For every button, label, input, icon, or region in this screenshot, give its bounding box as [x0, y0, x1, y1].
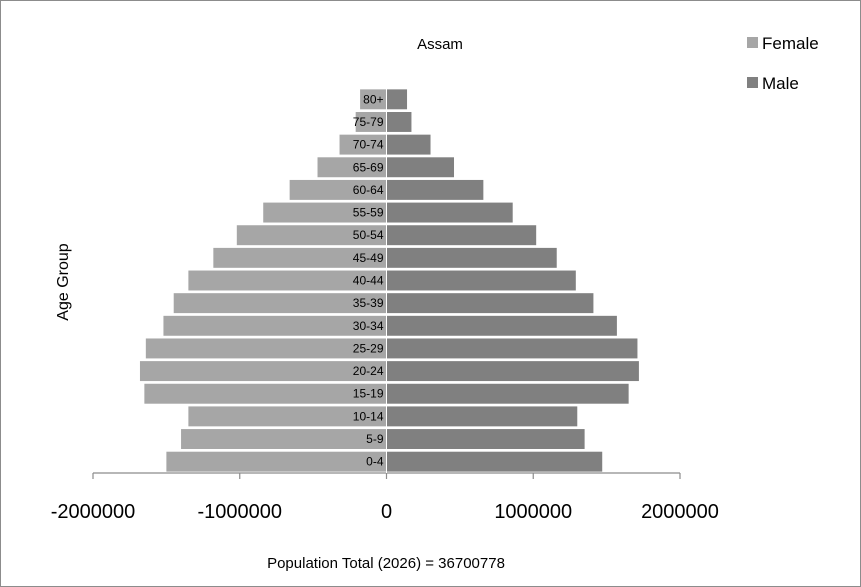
bars-group	[139, 89, 639, 472]
bar-female-40-44	[188, 270, 387, 291]
bar-female-75-79	[355, 112, 387, 132]
category-label: 10-14	[353, 409, 384, 423]
x-tick-label: 2000000	[641, 501, 719, 523]
category-label: 70-74	[353, 138, 384, 152]
category-label: 65-69	[353, 160, 384, 174]
bar-female-35-39	[173, 293, 387, 314]
bar-male-80+	[386, 89, 408, 110]
category-label: 30-34	[353, 319, 384, 333]
bar-female-25-29	[145, 338, 387, 359]
bar-male-25-29	[386, 338, 638, 359]
legend: Female Male	[747, 34, 819, 93]
x-tick-label: 1000000	[494, 501, 572, 523]
legend-swatch-male	[747, 77, 758, 88]
bar-female-20-24	[139, 361, 387, 382]
bar-female-5-9	[181, 429, 387, 449]
bar-male-20-24	[386, 361, 639, 382]
bar-female-10-14	[188, 406, 387, 427]
bar-female-80+	[360, 89, 387, 110]
bar-male-5-9	[386, 429, 585, 449]
bar-male-65-69	[386, 157, 455, 178]
category-label: 40-44	[353, 274, 384, 288]
bar-male-15-19	[386, 383, 629, 404]
category-label: 5-9	[366, 432, 384, 446]
y-axis-title: Age Group	[55, 243, 72, 320]
bar-female-15-19	[144, 383, 387, 404]
bar-male-30-34	[386, 315, 617, 336]
bar-female-65-69	[317, 157, 387, 178]
bar-male-0-4	[386, 451, 603, 472]
bar-male-50-54	[386, 225, 537, 246]
legend-label-female: Female	[762, 34, 819, 53]
x-tick-label: -1000000	[197, 501, 282, 523]
bar-female-70-74	[339, 134, 387, 155]
bar-female-50-54	[236, 225, 387, 246]
bar-female-55-59	[263, 202, 387, 223]
category-label: 25-29	[353, 341, 384, 355]
x-tick-label: -2000000	[51, 501, 136, 523]
bar-female-0-4	[166, 451, 387, 472]
category-label: 75-79	[353, 115, 384, 129]
bar-male-40-44	[386, 270, 576, 291]
bar-male-35-39	[386, 293, 594, 314]
chart-title: Assam	[417, 36, 463, 53]
legend-swatch-female	[747, 37, 758, 48]
bar-male-70-74	[386, 134, 431, 155]
category-label: 15-19	[353, 387, 384, 401]
category-label: 0-4	[366, 455, 384, 469]
category-labels: 0-4 5-9 10-14 15-19 20-24 25-29 30-34 35-39 40-4…	[353, 92, 384, 468]
category-label: 45-49	[353, 251, 384, 265]
bar-male-10-14	[386, 406, 578, 427]
category-label: 35-39	[353, 296, 384, 310]
bar-female-45-49	[213, 247, 387, 268]
category-label: 80+	[363, 92, 383, 106]
bar-female-60-64	[289, 179, 387, 200]
bar-male-60-64	[386, 179, 484, 200]
bar-male-75-79	[386, 112, 412, 132]
population-total-annotation: Population Total (2026) = 36700778	[267, 555, 505, 572]
x-axis: -2000000 -1000000 0 1000000 2000000	[51, 88, 719, 523]
bar-female-30-34	[163, 315, 387, 336]
category-label: 55-59	[353, 206, 384, 220]
bar-male-55-59	[386, 202, 513, 223]
category-label: 60-64	[353, 183, 384, 197]
x-tick-label: 0	[381, 501, 392, 523]
category-label: 20-24	[353, 364, 384, 378]
bar-male-45-49	[386, 247, 557, 268]
category-label: 50-54	[353, 228, 384, 242]
legend-label-male: Male	[762, 74, 799, 93]
